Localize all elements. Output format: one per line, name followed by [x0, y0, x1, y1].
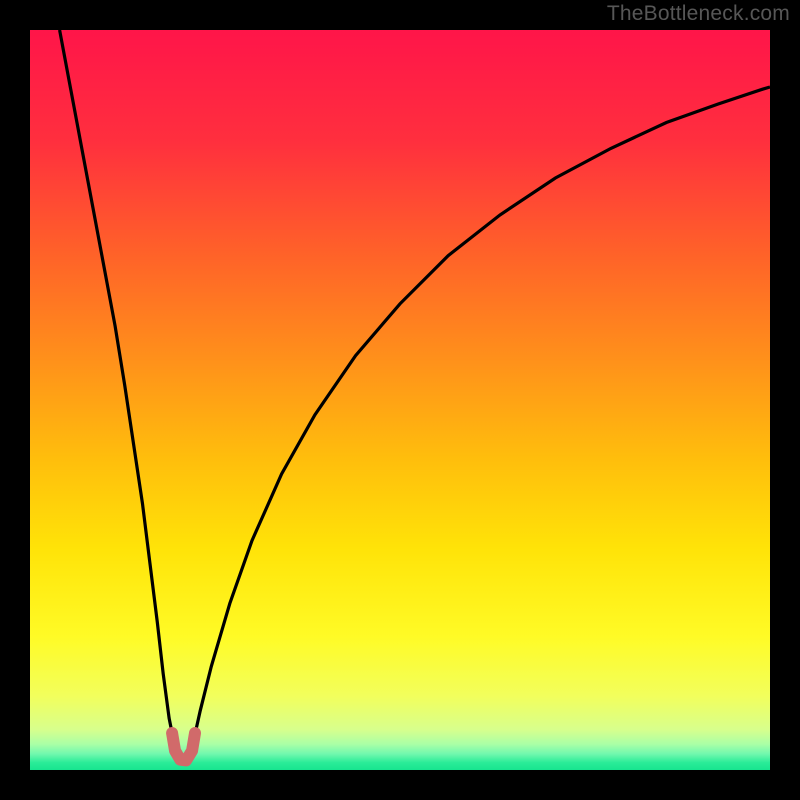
plot-border — [770, 0, 800, 800]
plot-border — [0, 0, 30, 800]
plot-border — [0, 770, 800, 800]
chart-svg — [0, 0, 800, 800]
watermark-text: TheBottleneck.com — [607, 2, 790, 26]
chart-root: TheBottleneck.com — [0, 0, 800, 800]
plot-background — [30, 30, 770, 770]
